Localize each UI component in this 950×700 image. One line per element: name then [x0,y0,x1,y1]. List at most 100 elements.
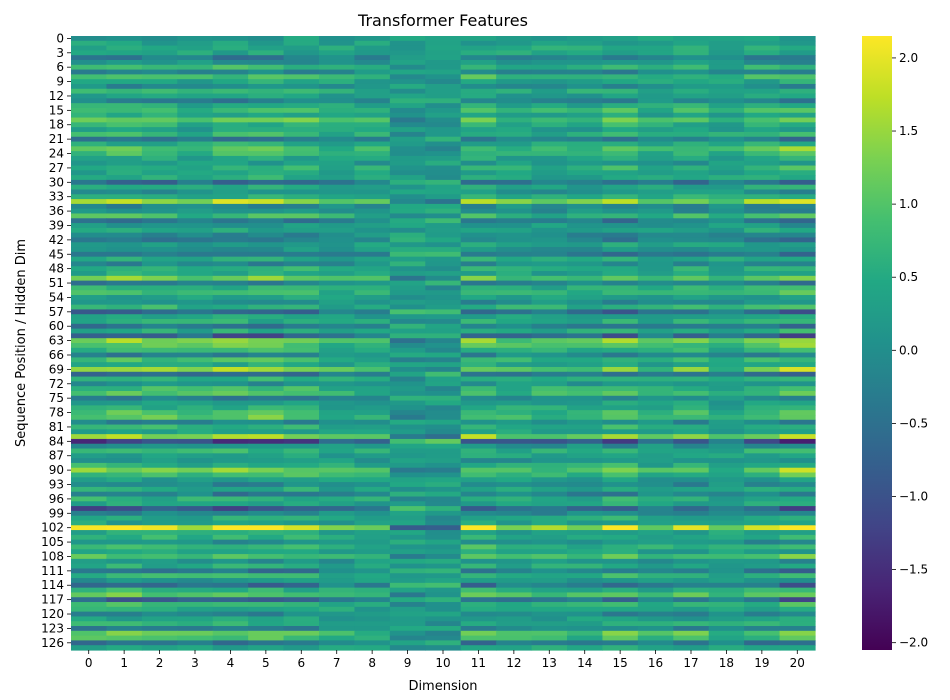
heatmap-cell [744,280,781,287]
heatmap-cell [744,203,781,210]
heatmap-cell [354,568,391,574]
heatmap-cell [460,419,497,426]
heatmap-cell [283,59,320,66]
heatmap-cell [283,280,320,287]
heatmap-cell [531,645,568,651]
heatmap-cell [744,347,781,354]
heatmap-cell [744,448,781,454]
heatmap-cell [141,645,178,651]
heatmap-cell [602,357,639,363]
heatmap-cell [460,309,497,315]
heatmap-cell [744,400,781,406]
heatmap-cell [354,232,391,239]
heatmap-cell [319,376,356,382]
heatmap-cell [177,88,214,95]
heatmap-cell [460,275,497,282]
heatmap-cell [71,299,108,306]
heatmap-cell [744,630,781,637]
heatmap-cell [389,309,426,315]
heatmap-cell [673,237,710,243]
heatmap-cell [354,261,391,267]
heatmap-cell [531,319,568,325]
heatmap-cell [106,194,143,200]
heatmap-cell [248,165,285,171]
heatmap-cell [425,645,462,651]
heatmap-cell [354,448,391,454]
heatmap-cell [460,170,497,176]
heatmap-cell [141,453,178,459]
x-tick-label: 1 [120,656,128,670]
heatmap-cell [531,40,568,47]
heatmap-cell [567,290,604,296]
heatmap-cell [673,352,710,358]
heatmap-cell [389,189,426,195]
heatmap-cell [71,496,108,502]
heatmap-cell [602,93,639,99]
heatmap-cell [779,621,816,627]
heatmap-cell [531,304,568,311]
heatmap-cell [283,98,320,104]
heatmap-cell [141,237,178,243]
heatmap-cell [71,578,108,584]
heatmap-cell [496,290,533,296]
heatmap-cell [141,59,178,66]
heatmap-cell [567,88,604,95]
heatmap-cell [637,69,674,75]
heatmap-cell [354,563,391,570]
heatmap-cell [389,141,426,147]
heatmap-cell [71,515,108,522]
heatmap-cell [319,390,356,397]
heatmap-cell [425,510,462,517]
heatmap-cell [496,429,533,435]
heatmap-cell [354,410,391,416]
heatmap-cell [177,103,214,109]
heatmap-cell [673,242,710,248]
heatmap-cell [141,122,178,128]
y-tick-label: 66 [49,348,64,362]
y-tick-label: 12 [49,89,64,103]
heatmap-cell [389,88,426,95]
heatmap-cell [141,376,178,382]
heatmap-cell [248,64,285,71]
heatmap-cell [496,242,533,248]
heatmap-cell [389,194,426,200]
heatmap-cell [567,299,604,306]
heatmap-cell [744,290,781,296]
heatmap-cell [708,477,745,483]
heatmap-cell [212,386,249,392]
heatmap-cell [779,117,816,123]
heatmap-cell [248,573,285,579]
heatmap-cell [673,160,710,167]
heatmap-cell [708,36,745,42]
heatmap-cell [460,328,497,335]
heatmap-cell [425,467,462,474]
heatmap-cell [602,131,639,138]
heatmap-cell [319,395,356,402]
heatmap-cell [106,539,143,546]
heatmap-cell [283,510,320,517]
heatmap-cell [389,635,426,642]
heatmap-cell [283,645,320,651]
heatmap-cell [283,107,320,114]
heatmap-cell [106,290,143,296]
heatmap-cell [389,59,426,66]
heatmap-cell [141,554,178,560]
heatmap-cell [673,347,710,354]
heatmap-cell [177,539,214,546]
y-tick-label: 33 [49,190,64,204]
heatmap-cell [496,635,533,642]
heatmap-cell [496,141,533,147]
heatmap-cell [283,578,320,584]
heatmap-cell [496,597,533,603]
heatmap-cell [744,414,781,421]
heatmap-cell [531,117,568,123]
heatmap-cell [673,587,710,594]
heatmap-cell [389,165,426,171]
heatmap-cell [141,534,178,541]
heatmap-cell [354,606,391,613]
heatmap-cell [71,127,108,133]
heatmap-cell [673,88,710,95]
heatmap-cell [248,616,285,622]
heatmap-cell [744,352,781,358]
heatmap-cell [744,194,781,200]
